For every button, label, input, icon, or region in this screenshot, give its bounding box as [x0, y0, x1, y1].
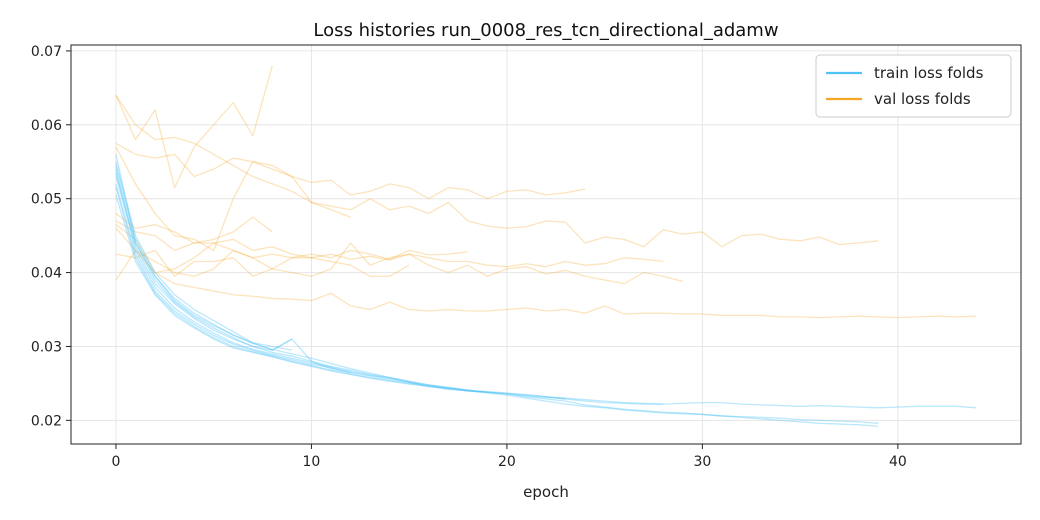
- y-axis: 0.02 0.03 0.04 0.05 0.06 0.07: [31, 44, 71, 429]
- plot-lines: [115, 65, 977, 427]
- y-tick-label: 0.07: [31, 44, 62, 60]
- val-loss-fold-line: [115, 146, 879, 252]
- plot-frame: [70, 44, 1022, 445]
- train-loss-fold-line: [115, 183, 879, 424]
- train-loss-fold-line: [115, 172, 351, 373]
- x-axis-label: epoch: [523, 483, 569, 501]
- legend-label-train: train loss folds: [874, 64, 984, 82]
- val-loss-fold-line: [115, 227, 977, 319]
- legend-box: [815, 54, 1012, 118]
- y-tick-label: 0.06: [31, 118, 62, 134]
- val-loss-fold-line: [115, 142, 586, 200]
- val-loss-fold-line: [115, 65, 273, 189]
- val-loss-fold-line: [115, 224, 664, 274]
- train-loss-fold-line: [115, 194, 566, 400]
- train-loss-fold-line: [115, 176, 977, 409]
- x-tick-label: 0: [111, 454, 120, 470]
- val-loss-fold-line: [115, 212, 273, 244]
- val-loss-fold-line: [115, 94, 351, 218]
- val-loss-fold-line: [115, 242, 683, 285]
- y-tick-label: 0.04: [31, 266, 62, 282]
- legend-label-val: val loss folds: [874, 90, 971, 108]
- legend: train loss folds val loss folds: [815, 54, 1012, 118]
- train-loss-fold-line: [115, 154, 664, 405]
- y-tick-label: 0.03: [31, 339, 62, 355]
- y-tick-label: 0.05: [31, 192, 62, 208]
- x-tick-label: 20: [498, 454, 516, 470]
- chart-title: Loss histories run_0008_res_tcn_directio…: [313, 20, 778, 41]
- x-axis: 0 10 20 30 40: [111, 444, 907, 470]
- train-loss-fold-line: [115, 187, 488, 393]
- val-loss-fold-line: [115, 249, 410, 277]
- grid: [71, 45, 1021, 444]
- train-loss-fold-line: [115, 161, 293, 351]
- y-tick-label: 0.02: [31, 413, 62, 429]
- train-loss-fold-line: [115, 168, 879, 427]
- x-tick-label: 40: [889, 454, 907, 470]
- val-loss-fold-line: [115, 220, 468, 260]
- x-tick-label: 30: [693, 454, 711, 470]
- x-tick-label: 10: [303, 454, 321, 470]
- train-loss-fold-line: [115, 165, 293, 351]
